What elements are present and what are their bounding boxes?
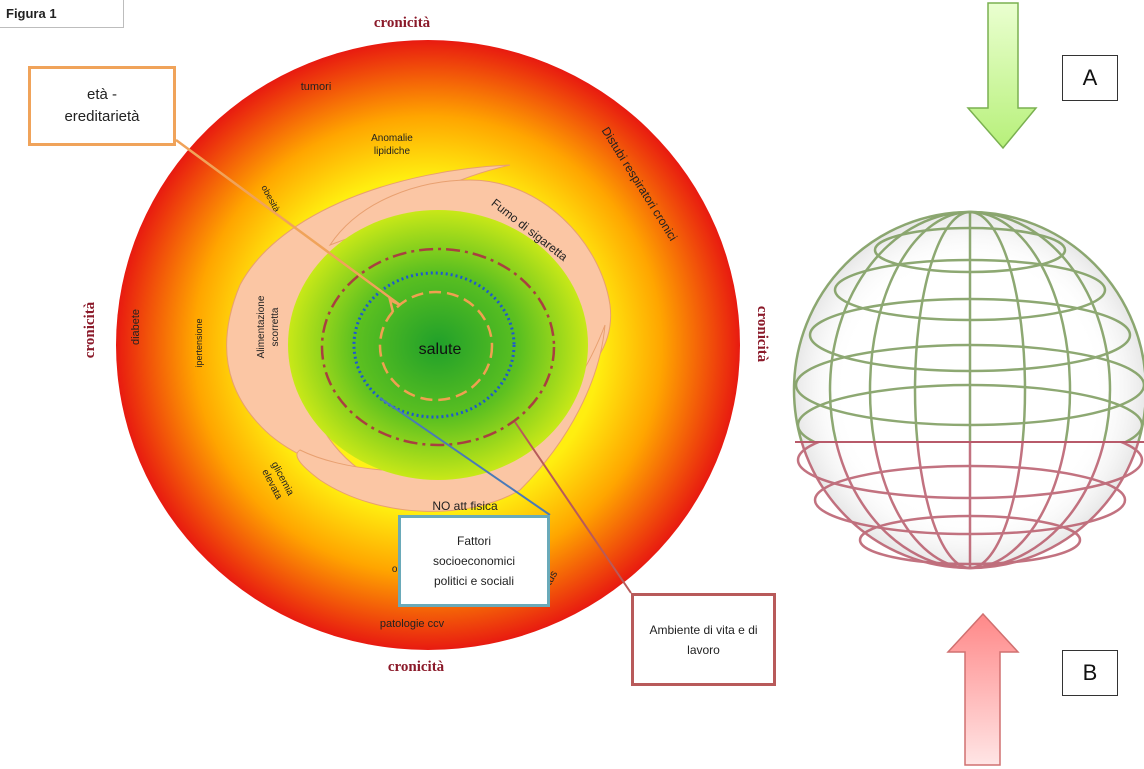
label-tumori: tumori [301,81,332,93]
callout-eta: età - ereditarietà [28,66,176,146]
figure-label: Figura 1 [0,0,124,28]
box-b: B [1062,650,1118,696]
box-a: A [1062,55,1118,101]
callout-fattori-text: Fattori socioeconomici politici e social… [432,534,516,588]
connector-ambiente [514,421,632,594]
callout-fattori: Fattori socioeconomici politici e social… [398,515,550,607]
ring-ambiente [320,247,556,447]
ring-fattori [352,271,516,419]
chronicity-right: cronicità [754,306,770,363]
label-ipertensione: ipertensione [194,318,204,367]
label-diabete: diabete [130,309,142,345]
label-anomalie: Anomalie lipidiche [371,133,413,157]
chronicity-top: cronicità [374,15,431,31]
callout-ambiente: Ambiente di vita e di lavoro [631,593,776,686]
label-alimentazione: Alimentazione scorretta [256,295,281,358]
label-patologie: patologie ccv [380,618,445,630]
chronicity-bottom: cronicità [388,659,445,675]
center-label: salute [419,341,462,358]
globe [792,210,1144,570]
callout-eta-line1: età - [86,86,117,103]
chronicity-left: cronicità [82,301,98,358]
label-no-att: NO att fisica [432,499,498,513]
callout-eta-line2: ereditarietà [64,108,140,125]
ring-eta [378,290,494,402]
connector-fattori [379,397,551,516]
callout-ambiente-text: Ambiente di vita e di lavoro [649,622,758,657]
arrow-a [966,2,1038,150]
connector-eta [175,138,401,313]
arrow-b [946,612,1020,766]
